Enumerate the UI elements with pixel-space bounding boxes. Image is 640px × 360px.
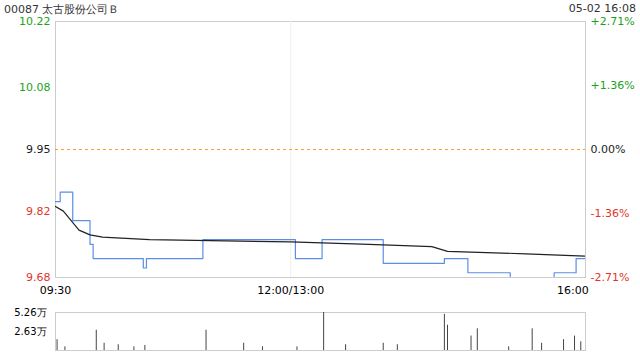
svg-text:-2.71%: -2.71% [591, 271, 630, 284]
svg-text:5.26万: 5.26万 [14, 307, 46, 318]
html-text:00087 太古股份公司Ｂ: 00087 太古股份公司Ｂ [4, 3, 120, 16]
svg-text:+2.71%: +2.71% [591, 16, 635, 28]
html-text:05-02 16:08: 05-02 16:08 [568, 2, 636, 15]
svg-text:12:00/13:00: 12:00/13:00 [257, 284, 324, 297]
svg-text:0.00%: 0.00% [591, 143, 626, 156]
svg-text:9.82: 9.82 [26, 205, 51, 218]
svg-text:10.08: 10.08 [19, 81, 51, 94]
svg-text:2.63万: 2.63万 [14, 326, 46, 337]
svg-text:9.68: 9.68 [26, 271, 51, 284]
svg-text:10.22: 10.22 [19, 16, 51, 28]
svg-text:+1.36%: +1.36% [591, 79, 635, 92]
svg-text:9.95: 9.95 [26, 143, 51, 156]
svg-text:-1.36%: -1.36% [591, 207, 630, 220]
svg-text:09:30: 09:30 [40, 284, 72, 297]
svg-text:16:00: 16:00 [557, 284, 589, 297]
